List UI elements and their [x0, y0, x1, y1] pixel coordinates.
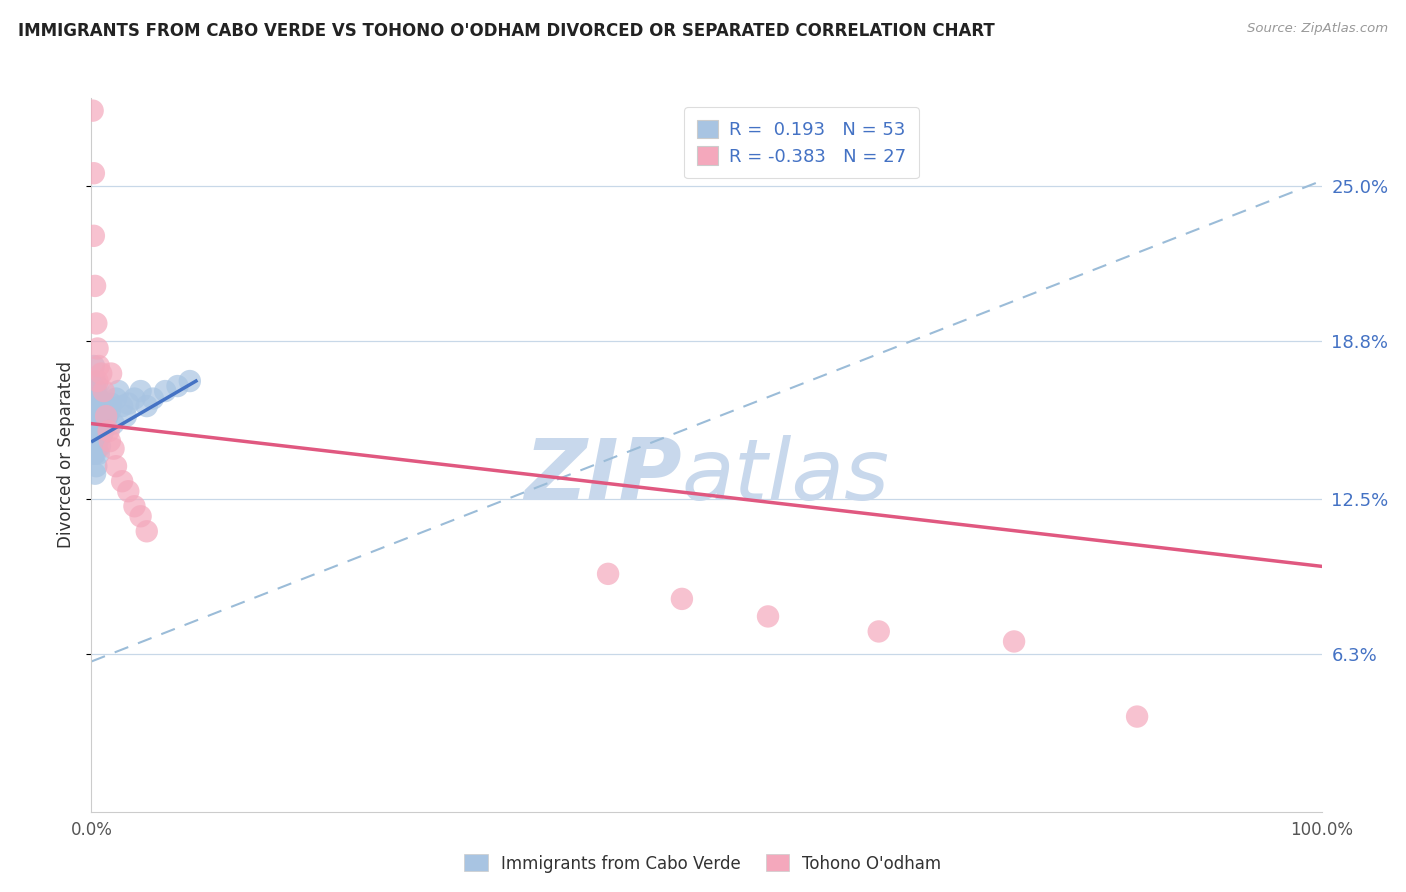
Point	[124, 392, 146, 406]
Point	[91, 409, 114, 423]
Point	[166, 379, 188, 393]
Point	[93, 404, 115, 418]
Point	[105, 459, 127, 474]
Point	[84, 429, 107, 443]
Point	[83, 447, 105, 461]
Point	[86, 417, 108, 431]
Point	[83, 228, 105, 243]
Point	[86, 384, 108, 398]
Point	[86, 434, 108, 449]
Point	[86, 342, 108, 356]
Point	[82, 103, 104, 118]
Point	[98, 434, 121, 449]
Text: IMMIGRANTS FROM CABO VERDE VS TOHONO O'ODHAM DIVORCED OR SEPARATED CORRELATION C: IMMIGRANTS FROM CABO VERDE VS TOHONO O'O…	[18, 22, 995, 40]
Point	[84, 467, 107, 481]
Point	[83, 384, 105, 398]
Point	[87, 429, 110, 443]
Legend: R =  0.193   N = 53, R = -0.383   N = 27: R = 0.193 N = 53, R = -0.383 N = 27	[685, 107, 920, 178]
Point	[124, 500, 146, 514]
Point	[83, 429, 105, 443]
Legend: Immigrants from Cabo Verde, Tohono O'odham: Immigrants from Cabo Verde, Tohono O'odh…	[458, 847, 948, 880]
Point	[83, 359, 105, 373]
Point	[87, 359, 110, 373]
Point	[96, 409, 118, 423]
Point	[111, 474, 134, 488]
Point	[142, 392, 165, 406]
Point	[98, 404, 121, 418]
Point	[97, 424, 120, 438]
Point	[89, 439, 111, 453]
Point	[83, 409, 105, 423]
Point	[756, 609, 779, 624]
Point	[84, 374, 107, 388]
Point	[86, 442, 108, 456]
Point	[86, 317, 108, 331]
Point	[89, 422, 111, 436]
Point	[87, 392, 110, 406]
Point	[82, 399, 104, 413]
Point	[1002, 634, 1025, 648]
Point	[671, 591, 693, 606]
Point	[86, 424, 108, 438]
Point	[153, 384, 177, 398]
Point	[117, 484, 139, 499]
Point	[93, 422, 115, 436]
Point	[87, 447, 110, 461]
Point	[90, 417, 112, 431]
Point	[96, 414, 117, 428]
Point	[83, 166, 105, 180]
Point	[100, 396, 122, 410]
Y-axis label: Divorced or Separated: Divorced or Separated	[56, 361, 75, 549]
Point	[94, 396, 117, 410]
Point	[86, 399, 108, 413]
Point	[96, 409, 117, 423]
Point	[100, 367, 122, 381]
Point	[91, 426, 114, 441]
Point	[111, 399, 134, 413]
Point	[84, 409, 107, 423]
Point	[596, 566, 619, 581]
Point	[87, 409, 110, 423]
Text: atlas: atlas	[682, 434, 890, 518]
Point	[135, 399, 157, 413]
Point	[82, 379, 104, 393]
Point	[129, 509, 152, 524]
Point	[107, 384, 129, 398]
Point	[90, 399, 112, 413]
Point	[86, 459, 108, 474]
Point	[105, 392, 127, 406]
Point	[868, 624, 890, 639]
Text: ZIP: ZIP	[524, 434, 682, 518]
Point	[114, 409, 138, 423]
Point	[84, 447, 107, 461]
Text: Source: ZipAtlas.com: Source: ZipAtlas.com	[1247, 22, 1388, 36]
Point	[117, 396, 139, 410]
Point	[103, 442, 125, 456]
Point	[90, 367, 112, 381]
Point	[89, 404, 111, 418]
Point	[86, 374, 108, 388]
Point	[135, 524, 157, 539]
Point	[129, 384, 152, 398]
Point	[86, 404, 108, 418]
Point	[84, 279, 107, 293]
Point	[1126, 709, 1149, 723]
Point	[86, 379, 108, 393]
Point	[84, 392, 107, 406]
Point	[103, 417, 125, 431]
Point	[179, 374, 201, 388]
Point	[93, 384, 115, 398]
